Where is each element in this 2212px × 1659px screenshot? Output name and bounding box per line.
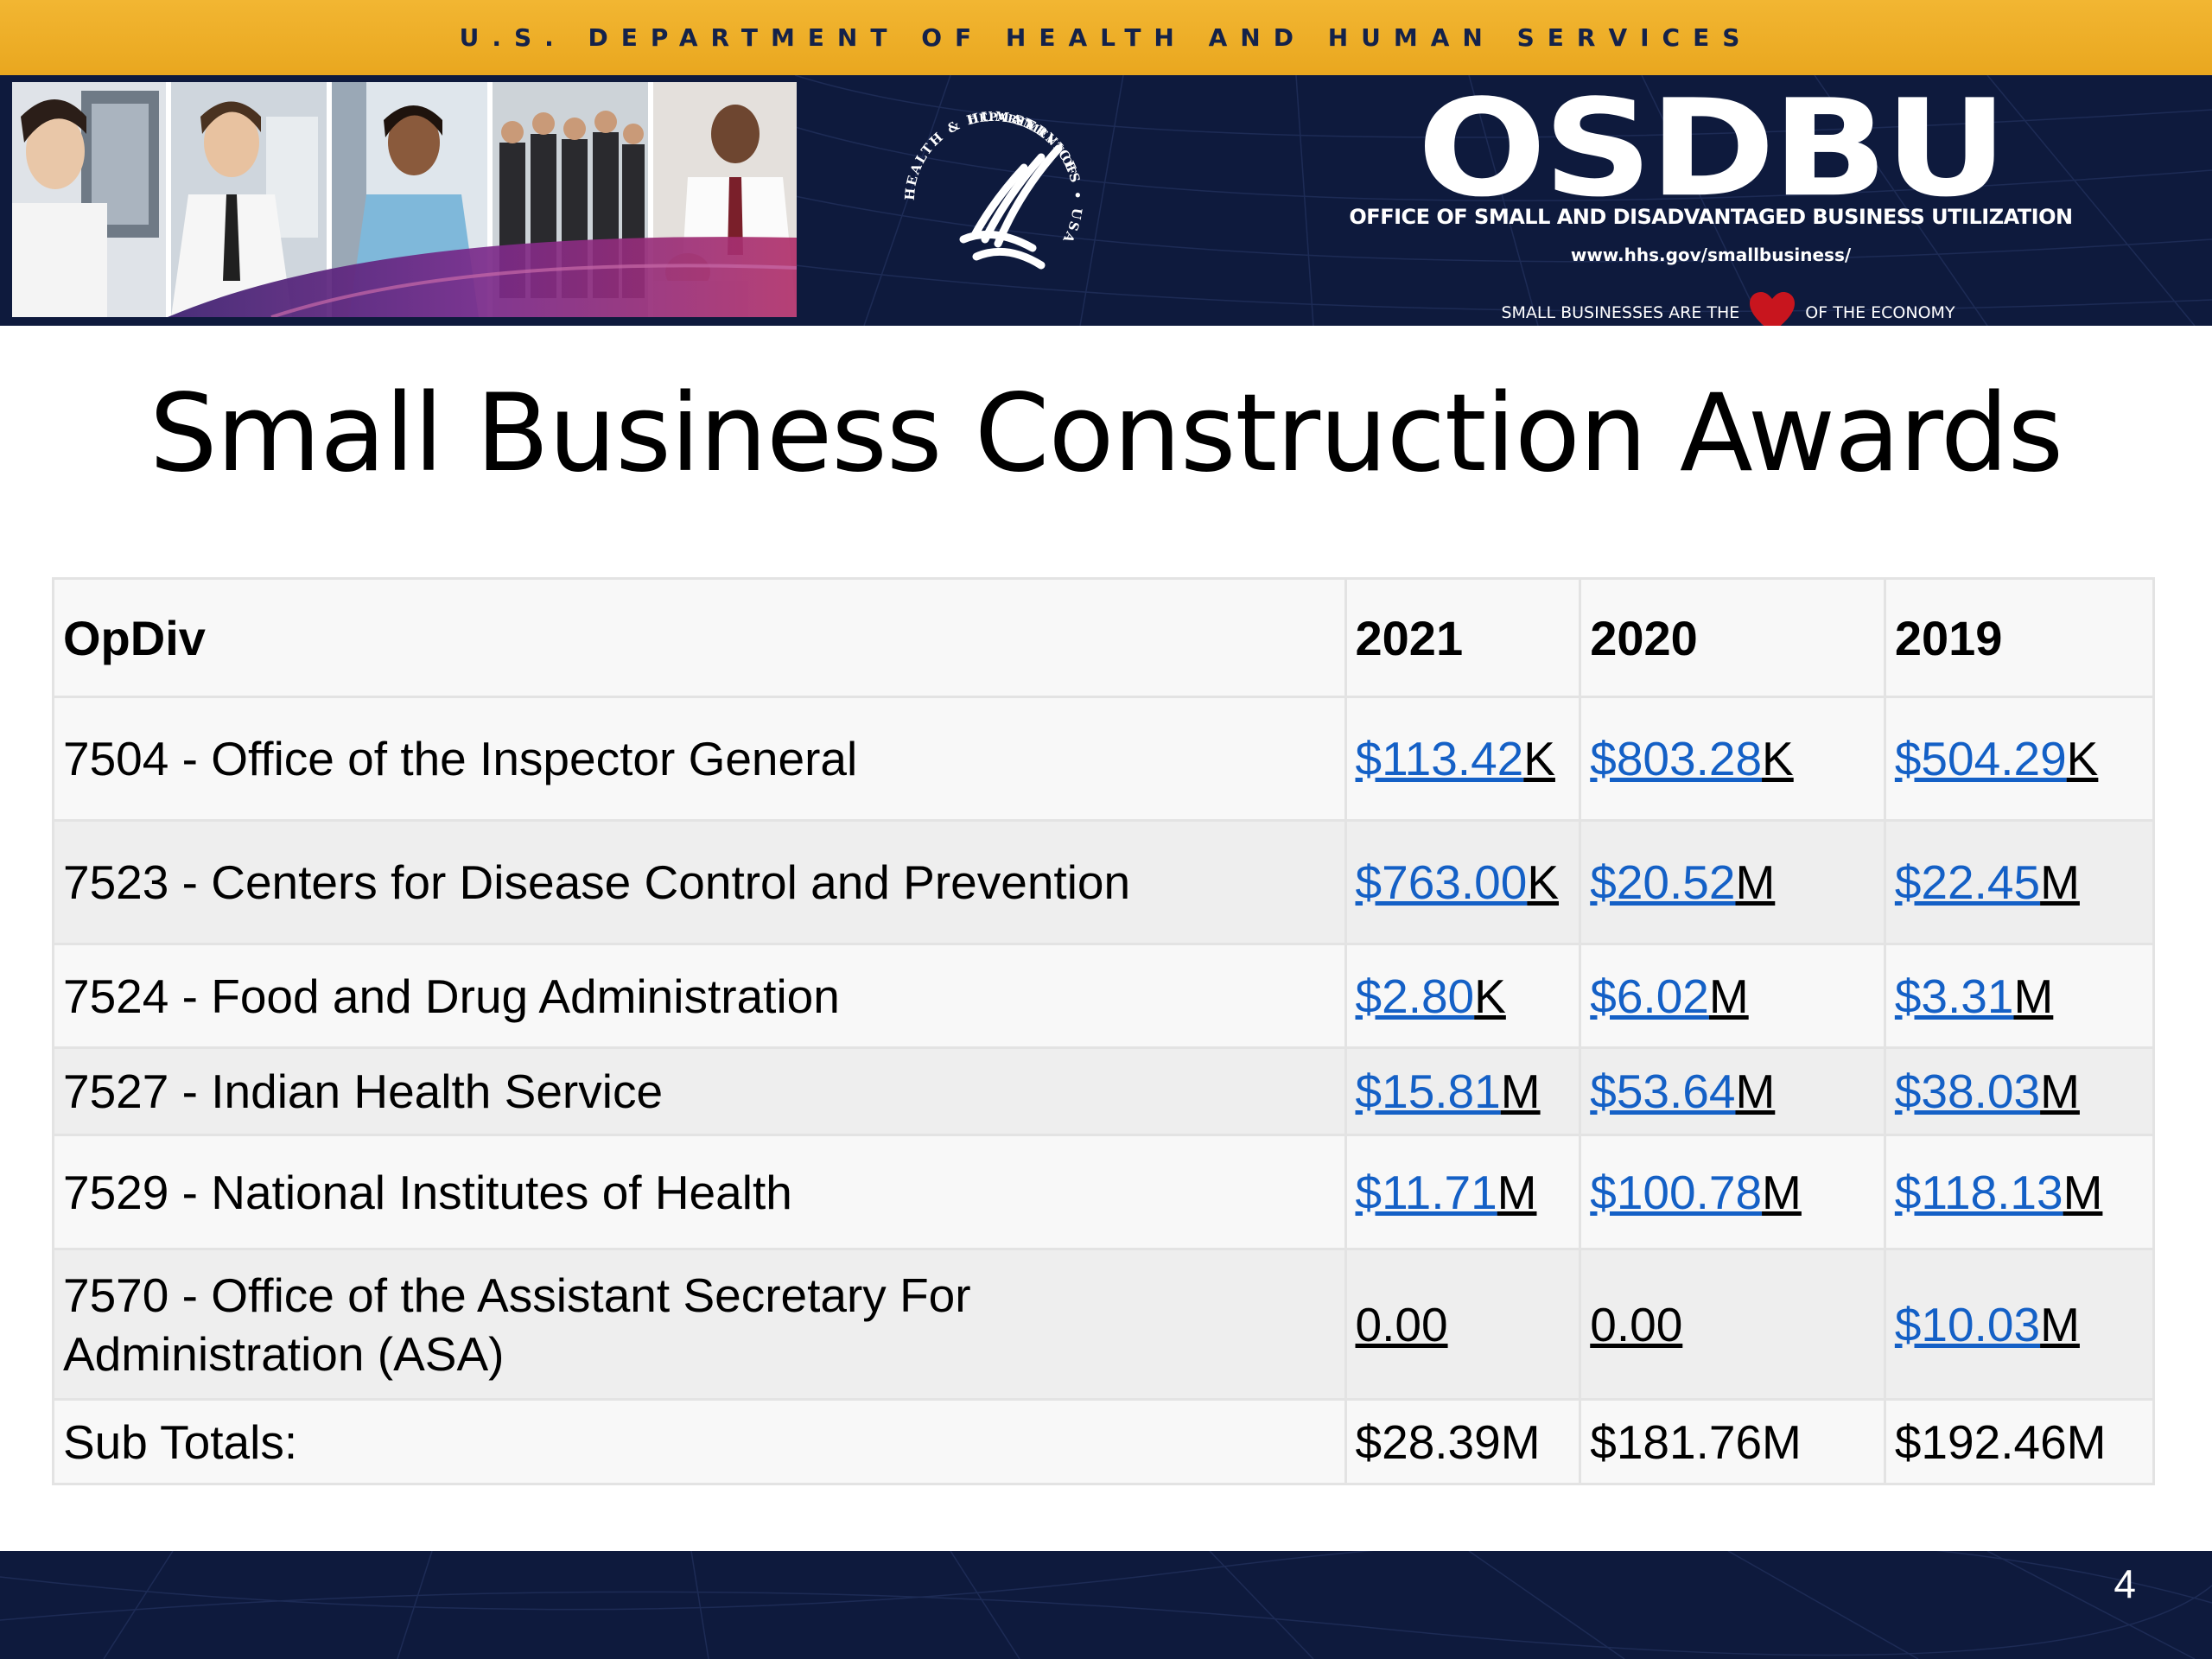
- unit-suffix: M: [1500, 1065, 1541, 1118]
- value-cell-2020: 0.00: [1579, 1248, 1886, 1401]
- opdiv-cell: 7523 - Centers for Disease Control and P…: [52, 819, 1347, 945]
- table-row: 7529 - National Institutes of Health $11…: [52, 1134, 2156, 1250]
- value-cell-2019: $118.13M: [1883, 1134, 2156, 1250]
- award-link[interactable]: $15.81: [1355, 1065, 1501, 1118]
- unit-suffix: K: [1527, 855, 1560, 909]
- zero-value: 0.00: [1590, 1297, 1683, 1351]
- value-cell-2019: $38.03M: [1883, 1046, 2156, 1136]
- unit-suffix: K: [1762, 732, 1794, 785]
- unit-suffix: K: [2066, 732, 2099, 785]
- unit-suffix: M: [2040, 855, 2080, 909]
- award-link[interactable]: $113.42: [1355, 732, 1524, 785]
- osdbu-logo: OSDBU: [1417, 75, 2008, 227]
- column-header-opdiv: OpDiv: [52, 577, 1347, 698]
- staff-photo-collage: [12, 82, 797, 317]
- opdiv-line: Administration (ASA): [63, 1326, 505, 1381]
- value-cell-2020: $803.28K: [1579, 696, 1886, 822]
- value-cell-2019: $504.29K: [1883, 696, 2156, 822]
- grid-pattern-background: [0, 1551, 2212, 1659]
- award-link[interactable]: $118.13: [1894, 1165, 2063, 1219]
- footer-bar: [0, 1551, 2212, 1659]
- department-bar: U.S. DEPARTMENT OF HEALTH AND HUMAN SERV…: [0, 0, 2212, 75]
- subtotals-label: Sub Totals:: [52, 1398, 1347, 1485]
- unit-suffix: M: [2040, 1065, 2080, 1118]
- value-cell-2020: $53.64M: [1579, 1046, 1886, 1136]
- department-name: U.S. DEPARTMENT OF HEALTH AND HUMAN SERV…: [459, 23, 1753, 52]
- unit-suffix: M: [1497, 1165, 1537, 1219]
- award-link[interactable]: $2.80: [1355, 969, 1475, 1023]
- award-link[interactable]: $763.00: [1355, 855, 1528, 909]
- column-header-2021: 2021: [1344, 577, 1582, 698]
- unit-suffix: M: [1735, 855, 1776, 909]
- awards-table: OpDiv 2021 2020 2019 7504 - Office of th…: [52, 577, 2156, 1485]
- tagline-end: OF THE ECONOMY: [1805, 303, 1955, 322]
- businessman-photo: [171, 82, 327, 317]
- value-cell-2019: $10.03M: [1883, 1248, 2156, 1401]
- value-cell-2021: $763.00K: [1344, 819, 1582, 945]
- value-cell-2020: $100.78M: [1579, 1134, 1886, 1250]
- unit-suffix: M: [2063, 1165, 2103, 1219]
- award-link[interactable]: $38.03: [1894, 1065, 2041, 1118]
- table-row: 7504 - Office of the Inspector General $…: [52, 696, 2156, 822]
- hhs-eagle-seal-icon: SERVICES • USA HEALTH & HUMAN DEPARTMENT…: [902, 109, 1084, 270]
- opdiv-cell: 7504 - Office of the Inspector General: [52, 696, 1347, 822]
- osdbu-branding: OSDBU OFFICE OF SMALL AND DISADVANTAGED …: [1348, 75, 2074, 326]
- value-cell-2021: $2.80K: [1344, 943, 1582, 1049]
- page-number: 4: [2113, 1561, 2136, 1606]
- subtotal-2021: $28.39M: [1344, 1398, 1582, 1485]
- header-banner: SERVICES • USA HEALTH & HUMAN DEPARTMENT…: [0, 75, 2212, 326]
- unit-suffix: M: [1708, 969, 1749, 1023]
- award-link[interactable]: $504.29: [1894, 732, 2067, 785]
- heart-icon: [1750, 292, 1796, 326]
- award-link[interactable]: $3.31: [1894, 969, 2014, 1023]
- value-cell-2021: $11.71M: [1344, 1134, 1582, 1250]
- value-cell-2020: $20.52M: [1579, 819, 1886, 945]
- office-url[interactable]: www.hhs.gov/smallbusiness/: [1570, 245, 1852, 265]
- subtotal-2020: $181.76M: [1579, 1398, 1886, 1485]
- unit-suffix: K: [1474, 969, 1506, 1023]
- unit-suffix: M: [2040, 1297, 2080, 1351]
- subtotals-row: Sub Totals: $28.39M $181.76M $192.46M: [52, 1398, 2156, 1485]
- opdiv-cell: 7524 - Food and Drug Administration: [52, 943, 1347, 1049]
- tagline-start: SMALL BUSINESSES ARE THE: [1501, 303, 1740, 322]
- table-row: 7524 - Food and Drug Administration $2.8…: [52, 943, 2156, 1049]
- doctor-xray-photo: [12, 82, 166, 317]
- opdiv-cell: 7529 - National Institutes of Health: [52, 1134, 1347, 1250]
- award-link[interactable]: $20.52: [1590, 855, 1736, 909]
- opdiv-line: 7570 - Office of the Assistant Secretary…: [63, 1268, 971, 1322]
- value-cell-2021: $15.81M: [1344, 1046, 1582, 1136]
- table-row: 7527 - Indian Health Service $15.81M $53…: [52, 1046, 2156, 1136]
- opdiv-cell: 7527 - Indian Health Service: [52, 1046, 1347, 1136]
- opdiv-cell: 7570 - Office of the Assistant Secretary…: [52, 1248, 1347, 1401]
- zero-value: 0.00: [1355, 1297, 1448, 1351]
- value-cell-2021: 0.00: [1344, 1248, 1582, 1401]
- office-name: OFFICE OF SMALL AND DISADVANTAGED BUSINE…: [1349, 205, 2073, 229]
- column-header-2020: 2020: [1579, 577, 1886, 698]
- unit-suffix: M: [1762, 1165, 1802, 1219]
- column-header-2019: 2019: [1883, 577, 2156, 698]
- value-cell-2020: $6.02M: [1579, 943, 1886, 1049]
- award-link[interactable]: $10.03: [1894, 1297, 2041, 1351]
- unit-suffix: M: [2013, 969, 2054, 1023]
- award-link[interactable]: $803.28: [1590, 732, 1763, 785]
- purple-swoosh-decoration: [168, 237, 797, 317]
- table-header-row: OpDiv 2021 2020 2019: [52, 577, 2156, 698]
- unit-suffix: M: [1735, 1065, 1776, 1118]
- tagline: SMALL BUSINESSES ARE THE OF THE ECONOMY: [1382, 291, 2074, 326]
- grid-pattern-background: [794, 75, 2212, 326]
- table-row: 7570 - Office of the Assistant Secretary…: [52, 1248, 2156, 1401]
- award-link[interactable]: $100.78: [1590, 1165, 1763, 1219]
- value-cell-2019: $3.31M: [1883, 943, 2156, 1049]
- unit-suffix: K: [1523, 732, 1555, 785]
- page-title: Small Business Construction Awards: [149, 372, 2063, 496]
- award-link[interactable]: $6.02: [1590, 969, 1709, 1023]
- award-link[interactable]: $22.45: [1894, 855, 2041, 909]
- value-cell-2021: $113.42K: [1344, 696, 1582, 822]
- award-link[interactable]: $11.71: [1355, 1165, 1497, 1219]
- value-cell-2019: $22.45M: [1883, 819, 2156, 945]
- table-row: 7523 - Centers for Disease Control and P…: [52, 819, 2156, 945]
- subtotal-2019: $192.46M: [1883, 1398, 2156, 1485]
- award-link[interactable]: $53.64: [1590, 1065, 1736, 1118]
